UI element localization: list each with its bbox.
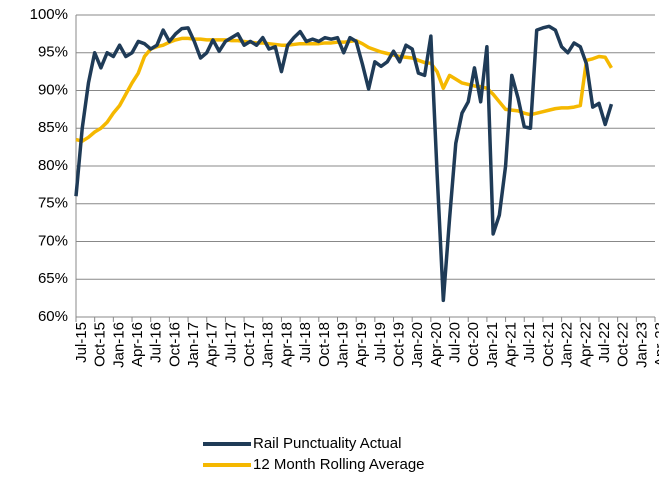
y-tick-label: 80%: [38, 157, 68, 174]
x-tick-label: Jan-21: [484, 322, 501, 368]
x-tick-label: Oct-17: [241, 322, 258, 367]
x-tick-label: Apr-22: [577, 322, 594, 367]
x-tick-label: Jul-21: [521, 322, 538, 363]
x-tick-label: Apr-16: [129, 322, 146, 367]
x-tick-label: Jul-16: [148, 322, 165, 363]
x-tick-label: Apr-18: [278, 322, 295, 367]
y-tick-label: 70%: [38, 232, 68, 249]
x-tick-label: Jul-15: [73, 322, 90, 363]
x-tick-label: Jul-22: [596, 322, 613, 363]
x-tick-label: Apr-23: [652, 322, 659, 367]
y-tick-label: 60%: [38, 308, 68, 325]
x-tick-label: Jul-17: [222, 322, 239, 363]
x-tick-label: Oct-16: [166, 322, 183, 367]
x-tick-label: Jan-23: [633, 322, 650, 368]
x-tick-label: Oct-22: [615, 322, 632, 367]
series-line: [74, 24, 614, 303]
y-tick-label: 75%: [38, 195, 68, 212]
x-tick-label: Jul-18: [297, 322, 314, 363]
x-tick-label: Jan-17: [185, 322, 202, 368]
y-tick-label: 65%: [38, 270, 68, 287]
x-tick-label: Oct-21: [540, 322, 557, 367]
x-tick-label: Jan-16: [110, 322, 127, 368]
x-tick-label: Jan-20: [409, 322, 426, 368]
x-tick-label: Jan-18: [260, 322, 277, 368]
x-tick-label: Oct-20: [465, 322, 482, 367]
x-tick-label: Oct-18: [316, 322, 333, 367]
y-tick-label: 85%: [38, 119, 68, 136]
x-tick-label: Apr-17: [204, 322, 221, 367]
x-tick-label: Jul-20: [447, 322, 464, 363]
x-tick-label: Apr-20: [428, 322, 445, 367]
y-tick-label: 90%: [38, 81, 68, 98]
x-tick-label: Oct-15: [92, 322, 109, 367]
x-tick-label: Apr-19: [353, 322, 370, 367]
legend-label: Rail Punctuality Actual: [253, 435, 401, 452]
x-tick-label: Jul-19: [372, 322, 389, 363]
y-tick-label: 100%: [30, 6, 68, 23]
x-tick-label: Apr-21: [503, 322, 520, 367]
x-tick-label: Jan-22: [559, 322, 576, 368]
y-tick-label: 95%: [38, 44, 68, 61]
x-tick-label: Oct-19: [390, 322, 407, 367]
legend-label: 12 Month Rolling Average: [253, 456, 425, 473]
x-tick-label: Jan-19: [334, 322, 351, 368]
